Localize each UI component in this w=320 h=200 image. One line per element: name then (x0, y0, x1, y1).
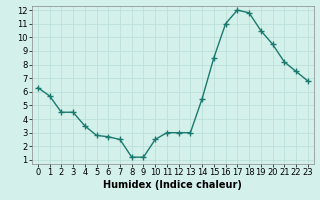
X-axis label: Humidex (Indice chaleur): Humidex (Indice chaleur) (103, 180, 242, 190)
